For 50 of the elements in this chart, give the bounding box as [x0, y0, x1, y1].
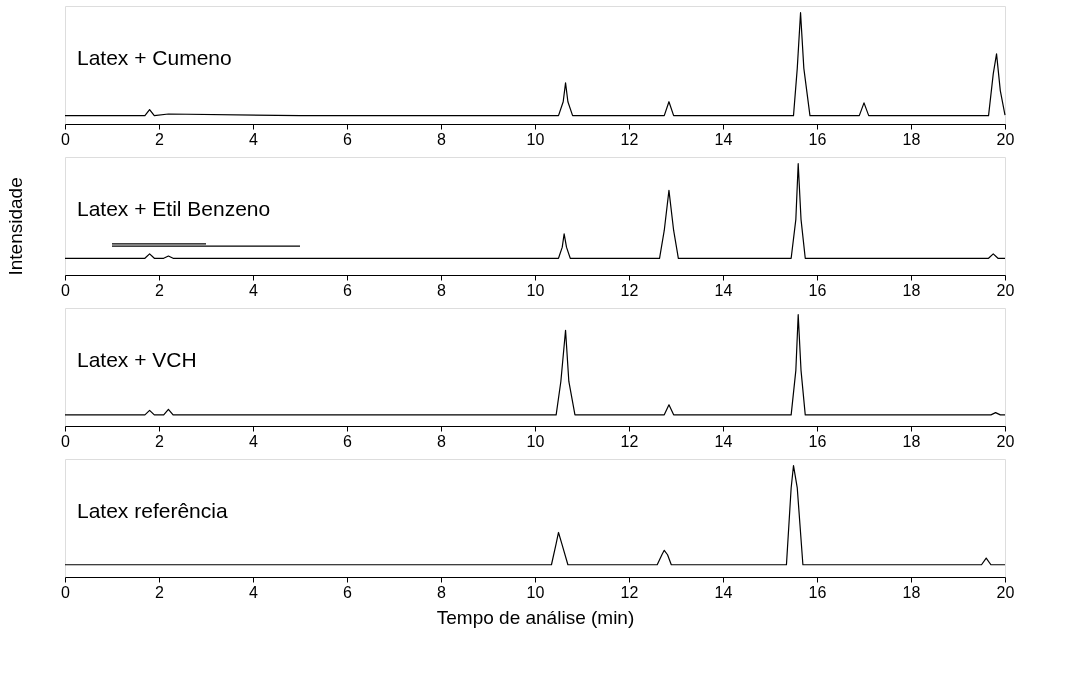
x-tick-label: 12 [620, 130, 639, 148]
x-tick-label: 16 [808, 432, 827, 450]
x-tick-label: 0 [61, 281, 71, 299]
x-tick-label: 4 [249, 281, 259, 299]
x-tick-label: 20 [996, 583, 1015, 601]
x-tick-label: 20 [996, 130, 1015, 148]
x-tick-label: 16 [808, 130, 827, 148]
x-tick-label: 8 [437, 281, 447, 299]
x-tick-label: 4 [249, 583, 259, 601]
x-tick-label: 18 [902, 583, 921, 601]
x-tick-label: 18 [902, 432, 921, 450]
x-tick-label: 2 [155, 583, 165, 601]
x-tick-label: 14 [714, 130, 733, 148]
x-axis-title: Tempo de análise (min) [436, 606, 635, 628]
x-tick-label: 16 [808, 281, 827, 299]
x-tick-label: 14 [714, 281, 733, 299]
x-tick-label: 16 [808, 583, 827, 601]
x-tick-label: 2 [155, 432, 165, 450]
x-tick-label: 6 [343, 130, 353, 148]
x-tick-label: 6 [343, 432, 353, 450]
x-tick-label: 14 [714, 432, 733, 450]
x-tick-label: 18 [902, 281, 921, 299]
x-tick-label: 0 [61, 432, 71, 450]
annotation: Latex + VCH [77, 348, 197, 372]
x-tick-label: 20 [996, 281, 1015, 299]
annotation: Latex referência [77, 499, 228, 523]
x-tick-label: 10 [526, 583, 545, 601]
x-tick-label: 4 [249, 130, 259, 148]
x-tick-label: 12 [620, 432, 639, 450]
annotation: Latex + Etil Benzeno [77, 197, 271, 221]
annotation: Latex + Cumeno [77, 46, 232, 70]
x-tick-label: 10 [526, 281, 545, 299]
x-tick-label: 0 [61, 583, 71, 601]
x-tick-label: 20 [996, 432, 1015, 450]
x-tick-label: 2 [155, 281, 165, 299]
x-tick-label: 6 [343, 583, 353, 601]
x-tick-label: 14 [714, 583, 733, 601]
x-tick-label: 12 [620, 583, 639, 601]
x-tick-label: 10 [526, 432, 545, 450]
x-tick-label: 10 [526, 130, 545, 148]
x-tick-label: 6 [343, 281, 353, 299]
x-tick-label: 18 [902, 130, 921, 148]
x-tick-label: 0 [61, 130, 71, 148]
y-axis-title: Intensidade [4, 177, 26, 276]
x-tick-label: 8 [437, 583, 447, 601]
x-tick-label: 12 [620, 281, 639, 299]
x-tick-label: 8 [437, 432, 447, 450]
x-tick-label: 4 [249, 432, 259, 450]
x-tick-label: 2 [155, 130, 165, 148]
x-tick-label: 8 [437, 130, 447, 148]
